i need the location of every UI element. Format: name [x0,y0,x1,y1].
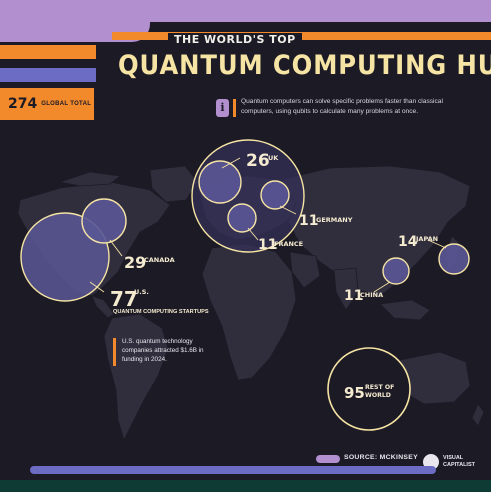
global-total-box: 274 GLOBAL TOTAL [0,88,94,120]
visual-capitalist-logo-text: VISUAL CAPITALIST [443,455,475,468]
us-note-accent-bar [113,338,116,366]
france-name: FRANCE [274,240,303,248]
header-lavender-band-right [150,0,491,22]
footer-lavender-pill [316,455,340,463]
uk-value: 26 [246,151,270,171]
info-text: Quantum computers can solve specific pro… [241,98,443,115]
info-accent-bar [233,99,236,117]
info-icon: i [216,99,229,117]
greenland-landmass [149,165,199,203]
canada-leader-line [109,239,123,257]
decor-orange-bar [0,45,96,59]
arabia-landmass [289,251,321,289]
germany-name: GERMANY [316,216,353,224]
source-credit: SOURCE: MCKINSEY [344,454,418,461]
footer-green-band [0,480,491,492]
rest-of-world-value: 95 [344,384,365,402]
france-bubble [227,203,257,233]
rest-of-world-name: REST OF WORLD [365,384,396,399]
japan-value: 14 [398,234,418,250]
page-subtitle: THE WORLD'S TOP [168,33,302,46]
us-funding-note: U.S. quantum technology companies attrac… [122,338,204,363]
leader-lines [89,157,447,293]
china-bubble [382,257,410,285]
uk-leader-line [221,157,241,169]
canadian-arctic-landmass [58,171,121,187]
rest-of-world-bubble [327,347,411,431]
page-title: QUANTUM COMPUTING HUBS [118,50,491,81]
new-zealand-landmass [471,403,485,427]
france-leader-line [247,227,259,241]
footer-blue-bar [30,466,436,474]
china-leader-line [373,281,391,293]
us-value: 77 [110,287,138,311]
canada-name: CANADA [144,256,175,264]
hub-bubbles [20,139,470,431]
south-america-landmass [103,313,169,442]
india-landmass [333,267,359,311]
central-america-landmass [91,295,115,319]
us-leader-line [89,281,105,293]
japan-name: JAPAN [415,235,438,243]
us-subtext: QUANTUM COMPUTING STARTUPS [113,309,209,315]
uk-bubble [198,160,242,204]
france-value: 11 [258,237,277,253]
japan-bubble [438,243,470,275]
hub-labels: 26 UK 11 GERMANY 11 FRANCE 29 CANADA 77 … [110,151,438,402]
china-value: 11 [344,288,363,304]
china-name: CHINA [360,291,383,299]
decor-blue-bar [0,68,96,82]
japan-leader-line [427,239,447,249]
uk-name: UK [268,154,279,162]
us-name: U.S. [134,288,149,296]
germany-bubble [260,180,290,210]
southeast-asia-islands [379,299,431,321]
global-total-label: GLOBAL TOTAL [41,101,92,107]
germany-leader-line [279,205,297,215]
global-total-value: 274 [8,96,38,112]
canada-value: 29 [124,253,146,272]
canada-bubble [81,198,127,244]
germany-value: 11 [299,213,318,229]
africa-landmass [201,243,297,381]
